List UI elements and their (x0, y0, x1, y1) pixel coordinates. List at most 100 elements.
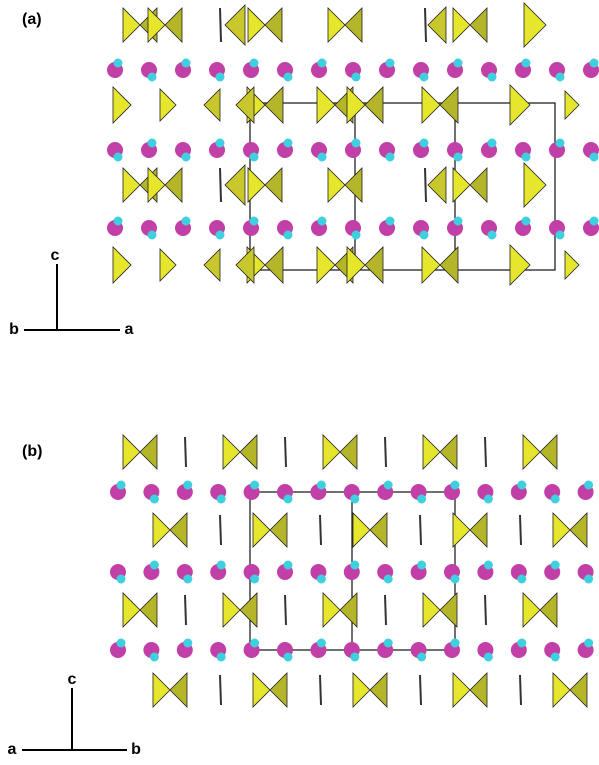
atom (352, 139, 361, 148)
tetrahedron (340, 593, 357, 627)
tetrahedron (240, 593, 257, 627)
atom (420, 139, 429, 148)
tetrahedron-edge (220, 515, 221, 545)
tetrahedron (453, 168, 470, 202)
tetrahedron (470, 673, 487, 707)
tetrahedron (265, 168, 282, 202)
atom (117, 575, 126, 584)
atom (556, 231, 565, 240)
tetrahedron (553, 673, 570, 707)
atom (451, 639, 460, 648)
atom (522, 153, 531, 162)
atom (148, 139, 157, 148)
tetrahedron (540, 435, 557, 469)
tetrahedron-edge (320, 515, 321, 545)
atom (451, 575, 460, 584)
tetrahedron (453, 513, 470, 547)
atom (454, 217, 463, 226)
atom (216, 73, 225, 82)
tetrahedron (140, 593, 157, 627)
atom (114, 217, 123, 226)
atom (317, 639, 326, 648)
tetrahedron (323, 435, 340, 469)
tetrahedron (470, 513, 487, 547)
figure: (a) c b a (b) c a b (0, 0, 599, 760)
tetrahedron (170, 513, 187, 547)
tetrahedron (345, 8, 362, 42)
atom (148, 73, 157, 82)
atom (551, 561, 560, 570)
atom (216, 231, 225, 240)
tetrahedron (365, 247, 383, 283)
atom (284, 495, 293, 504)
atom (250, 217, 259, 226)
atom (488, 73, 497, 82)
atom (551, 495, 560, 504)
tetrahedron (370, 673, 387, 707)
atom (522, 59, 531, 68)
tetrahedron (253, 513, 270, 547)
tetrahedron (170, 673, 187, 707)
tetrahedron (204, 89, 220, 121)
atom (183, 575, 192, 584)
atom (556, 73, 565, 82)
tetrahedron (365, 87, 383, 123)
atom (182, 59, 191, 68)
atom (148, 231, 157, 240)
atom (284, 73, 293, 82)
atom (284, 231, 293, 240)
tetrahedron (510, 245, 530, 285)
tetrahedron (123, 435, 140, 469)
tetrahedron-edge (420, 675, 421, 705)
atom (117, 481, 126, 490)
tetrahedron (423, 435, 440, 469)
tetrahedron (440, 435, 457, 469)
tetrahedron-edge (185, 595, 186, 625)
atom (584, 481, 593, 490)
atom (114, 153, 123, 162)
unit-cell (250, 103, 555, 270)
atom (484, 561, 493, 570)
atom (284, 561, 293, 570)
tetrahedron-edge (185, 437, 186, 467)
tetrahedron (236, 87, 254, 123)
atom (417, 561, 426, 570)
tetrahedron (524, 163, 546, 207)
axis-label: c (51, 247, 60, 264)
atom (250, 59, 259, 68)
tetrahedron (253, 673, 270, 707)
tetrahedron-edge (220, 168, 221, 202)
tetrahedron (317, 87, 335, 123)
tetrahedron (347, 247, 365, 283)
atom (590, 153, 599, 162)
tetrahedron (370, 513, 387, 547)
tetrahedron-edge (285, 595, 286, 625)
atom (386, 153, 395, 162)
tetrahedron (570, 513, 587, 547)
tetrahedron (223, 435, 240, 469)
atom (584, 639, 593, 648)
tetrahedron (225, 5, 245, 45)
tetrahedron (248, 168, 265, 202)
tetrahedron (524, 3, 546, 47)
atom (350, 561, 359, 570)
tetrahedron (123, 168, 140, 202)
tetrahedron (328, 8, 345, 42)
tetrahedron (165, 168, 182, 202)
atom (484, 653, 493, 662)
atom (284, 139, 293, 148)
tetrahedron-edge (385, 595, 386, 625)
tetrahedron (265, 8, 282, 42)
atom (454, 153, 463, 162)
structure (107, 3, 599, 707)
atom (114, 59, 123, 68)
tetrahedron (328, 168, 345, 202)
tetrahedron (523, 593, 540, 627)
tetrahedron (510, 85, 530, 125)
tetrahedron (340, 435, 357, 469)
axis-label: b (9, 321, 19, 338)
tetrahedron-edge (425, 168, 426, 202)
atom (217, 561, 226, 570)
tetrahedron (423, 593, 440, 627)
panel-label: (b) (22, 443, 42, 460)
